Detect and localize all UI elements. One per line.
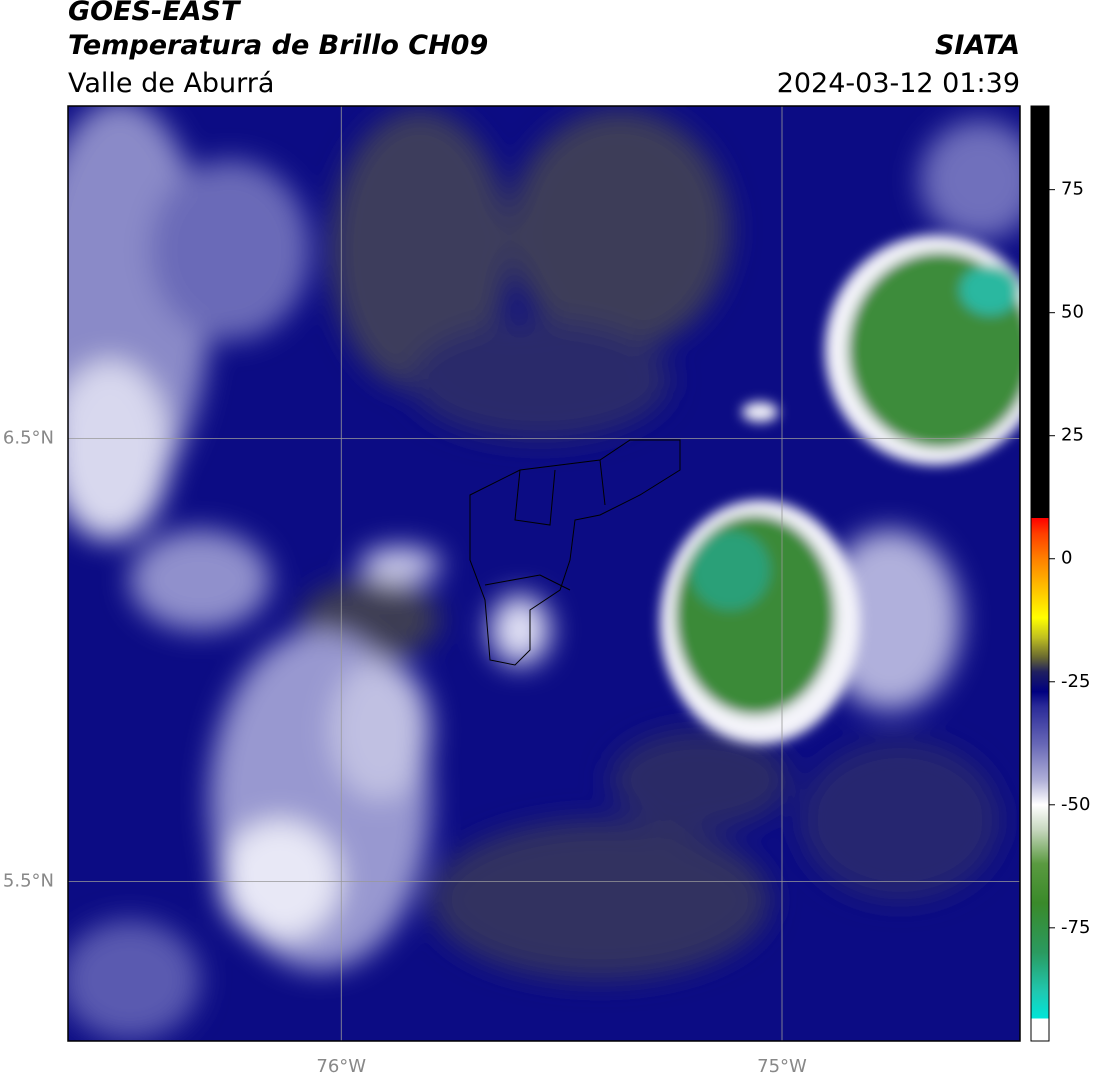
colorbar-tick-label: -50 [1061,794,1090,815]
colorbar-tick-label: 50 [1061,302,1084,323]
colorbar-tick-label: 75 [1061,179,1084,200]
satellite-image [68,106,1020,1041]
lat-label: 5.5°N [3,870,54,891]
subtitle: Temperatura de Brillo CH09 [68,30,488,61]
colorbar-tick-label: 0 [1061,548,1072,569]
datetime: 2024-03-12 01:39 [777,68,1020,99]
colorbar [1030,105,1050,1042]
region: Valle de Aburrá [68,68,274,99]
map-frame [67,105,1021,1042]
lat-label: 6.5°N [3,427,54,448]
lon-label: 76°W [316,1056,366,1077]
lon-label: 75°W [757,1056,807,1077]
colorbar-tick-label: -75 [1061,917,1090,938]
title: GOES-EAST [68,0,242,27]
colorbar-tick-label: 25 [1061,425,1084,446]
graticule [68,106,1020,1041]
colorbar-tick-label: -25 [1061,671,1090,692]
source: SIATA [935,30,1020,61]
